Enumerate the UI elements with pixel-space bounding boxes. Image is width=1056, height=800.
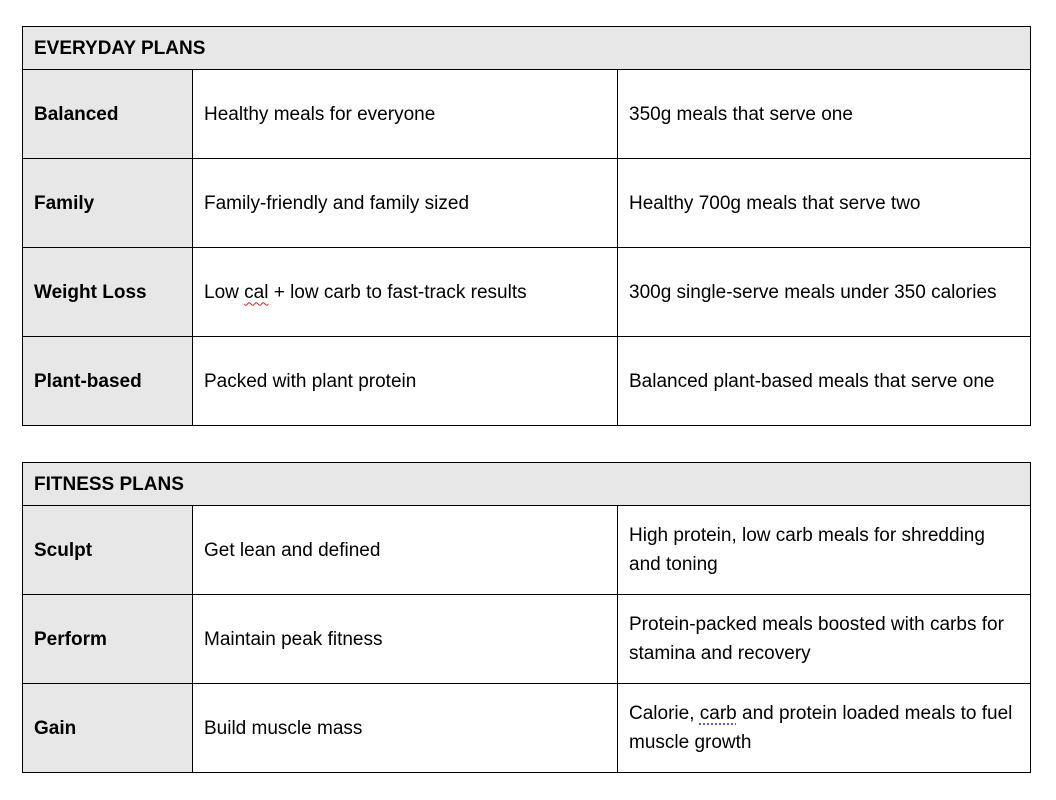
- table-header-row: FITNESS PLANS: [21, 462, 1032, 506]
- plan-name: Perform: [22, 594, 193, 684]
- table-row: Plant-based Packed with plant protein Bala…: [22, 336, 1032, 426]
- text-segment: Maintain peak fitness: [204, 628, 383, 650]
- plan-tagline: Low cal + low carb to fast-track results: [192, 247, 618, 337]
- plan-name: Sculpt: [22, 505, 193, 595]
- plan-name: Plant-based: [22, 336, 193, 426]
- plan-tagline: Get lean and defined: [192, 505, 618, 595]
- plan-name: Family: [22, 158, 193, 248]
- plan-name: Balanced: [22, 69, 193, 159]
- plan-tagline: Packed with plant protein: [192, 336, 618, 426]
- table-row: Weight Loss Low cal + low carb to fast-tr…: [22, 247, 1032, 337]
- everyday-plans-table: EVERYDAY PLANS Balanced Healthy meals for …: [21, 26, 1032, 426]
- table-row: Family Family-friendly and family sized He…: [22, 158, 1032, 248]
- text-segment: Balanced plant-based meals that serve on…: [629, 370, 995, 392]
- plan-tagline: Build muscle mass: [192, 683, 618, 773]
- table-row: Sculpt Get lean and defined High protein, …: [22, 505, 1032, 595]
- plan-description: Calorie, carb and protein loaded meals t…: [616, 683, 1032, 773]
- plan-name: Weight Loss: [22, 247, 193, 337]
- plan-description: Protein-packed meals boosted with carbs …: [616, 594, 1032, 684]
- plan-description: High protein, low carb meals for shreddi…: [616, 505, 1032, 595]
- grammar-marked-word: carb: [699, 703, 737, 724]
- text-segment: and protein loaded meals to fuel muscle …: [629, 703, 1013, 753]
- text-segment: High protein, low carb meals for shreddi…: [629, 525, 985, 575]
- plan-tagline: Family-friendly and family sized: [192, 158, 618, 248]
- text-segment: + low carb to fast-track results: [268, 281, 527, 303]
- fitness-plans-table: FITNESS PLANS Sculpt Get lean and defined H…: [21, 462, 1032, 773]
- plan-description: 300g single-serve meals under 350 calori…: [616, 247, 1032, 337]
- plan-tagline: Maintain peak fitness: [192, 594, 618, 684]
- table-title: FITNESS PLANS: [21, 462, 1032, 506]
- text-segment: Calorie,: [629, 703, 700, 724]
- plan-description: Balanced plant-based meals that serve on…: [616, 336, 1032, 426]
- table-row: Perform Maintain peak fitness Protein-pack…: [22, 594, 1032, 684]
- text-segment: Packed with plant protein: [204, 370, 417, 392]
- text-segment: Family-friendly and family sized: [204, 192, 470, 214]
- text-segment: Protein-packed meals boosted with carbs …: [629, 614, 1004, 664]
- text-segment: 300g single-serve meals under 350 calori…: [629, 281, 997, 303]
- plan-name: Gain: [22, 683, 193, 773]
- text-segment: Low: [204, 281, 245, 303]
- text-segment: Build muscle mass: [204, 717, 363, 739]
- table-header-row: EVERYDAY PLANS: [21, 26, 1032, 70]
- table-row: Balanced Healthy meals for everyone 350g m…: [22, 69, 1032, 159]
- text-segment: 350g meals that serve one: [629, 103, 853, 125]
- text-segment: Get lean and defined: [204, 539, 381, 561]
- plan-description: 350g meals that serve one: [616, 69, 1032, 159]
- table-title: EVERYDAY PLANS: [21, 26, 1032, 70]
- text-segment: Healthy meals for everyone: [204, 103, 436, 125]
- text-segment: Healthy 700g meals that serve two: [629, 192, 921, 214]
- spelling-marked-word: cal: [244, 281, 269, 303]
- plan-description: Healthy 700g meals that serve two: [616, 158, 1032, 248]
- table-row: Gain Build muscle mass Calorie, carb and p…: [22, 683, 1032, 773]
- plan-tagline: Healthy meals for everyone: [192, 69, 618, 159]
